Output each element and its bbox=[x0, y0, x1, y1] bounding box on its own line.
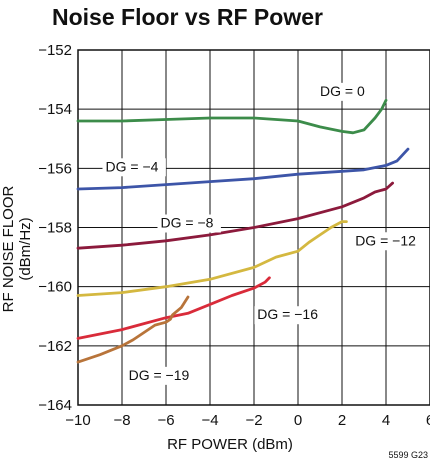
annotation-backing bbox=[102, 158, 166, 177]
annotation-backing bbox=[352, 232, 424, 251]
x-tick-label: −6 bbox=[157, 412, 174, 429]
figure-code: 5599 G23 bbox=[388, 450, 428, 460]
annotation-label: DG = −19 bbox=[129, 367, 190, 383]
x-tick-label: 4 bbox=[382, 412, 390, 429]
annotation-backing bbox=[157, 214, 221, 233]
x-tick-label: 0 bbox=[294, 412, 302, 429]
x-tick-label: 6 bbox=[426, 412, 430, 429]
annotation-label: DG = −12 bbox=[355, 232, 416, 248]
x-tick-label: 2 bbox=[338, 412, 346, 429]
series-line-2 bbox=[76, 181, 394, 250]
annotation-backing bbox=[254, 306, 326, 325]
y-tick-label: −164 bbox=[38, 397, 72, 414]
annotation-backing bbox=[125, 366, 198, 385]
y-tick-label: −160 bbox=[38, 279, 72, 296]
x-tick-label: −10 bbox=[65, 412, 90, 429]
annotation-label: DG = −4 bbox=[106, 158, 159, 174]
series-line-1 bbox=[76, 147, 410, 191]
y-tick-label: −154 bbox=[38, 101, 72, 118]
chart-title: Noise Floor vs RF Power bbox=[52, 4, 323, 30]
annotation-label: DG = −16 bbox=[257, 306, 318, 322]
x-tick-label: −8 bbox=[113, 412, 130, 429]
x-tick-label: −2 bbox=[245, 412, 262, 429]
y-tick-label: −152 bbox=[38, 42, 72, 59]
series-line-0 bbox=[76, 98, 388, 135]
series-line-3 bbox=[76, 220, 348, 297]
x-tick-label: −4 bbox=[201, 412, 218, 429]
annotation-label: DG = 0 bbox=[320, 83, 365, 99]
y-tick-label: −162 bbox=[38, 338, 72, 355]
annotation-backing bbox=[317, 82, 373, 101]
y-tick-label: −158 bbox=[38, 220, 72, 237]
series-line-5 bbox=[76, 295, 190, 364]
plot-frame bbox=[77, 49, 430, 406]
x-axis-label: RF POWER (dBm) bbox=[167, 436, 293, 453]
series-line-4 bbox=[76, 276, 271, 340]
y-tick-label: −156 bbox=[38, 160, 72, 177]
annotation-label: DG = −8 bbox=[161, 215, 214, 231]
